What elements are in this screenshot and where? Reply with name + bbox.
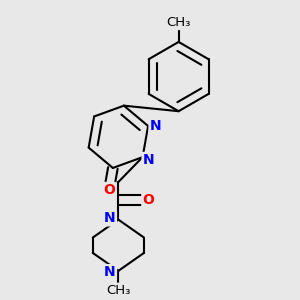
Text: CH₃: CH₃ — [106, 284, 130, 297]
Text: N: N — [143, 153, 154, 167]
Text: O: O — [142, 193, 154, 207]
Text: N: N — [104, 211, 116, 225]
Text: N: N — [150, 119, 161, 133]
Text: O: O — [103, 183, 115, 197]
Text: CH₃: CH₃ — [167, 16, 191, 29]
Text: N: N — [104, 265, 116, 279]
